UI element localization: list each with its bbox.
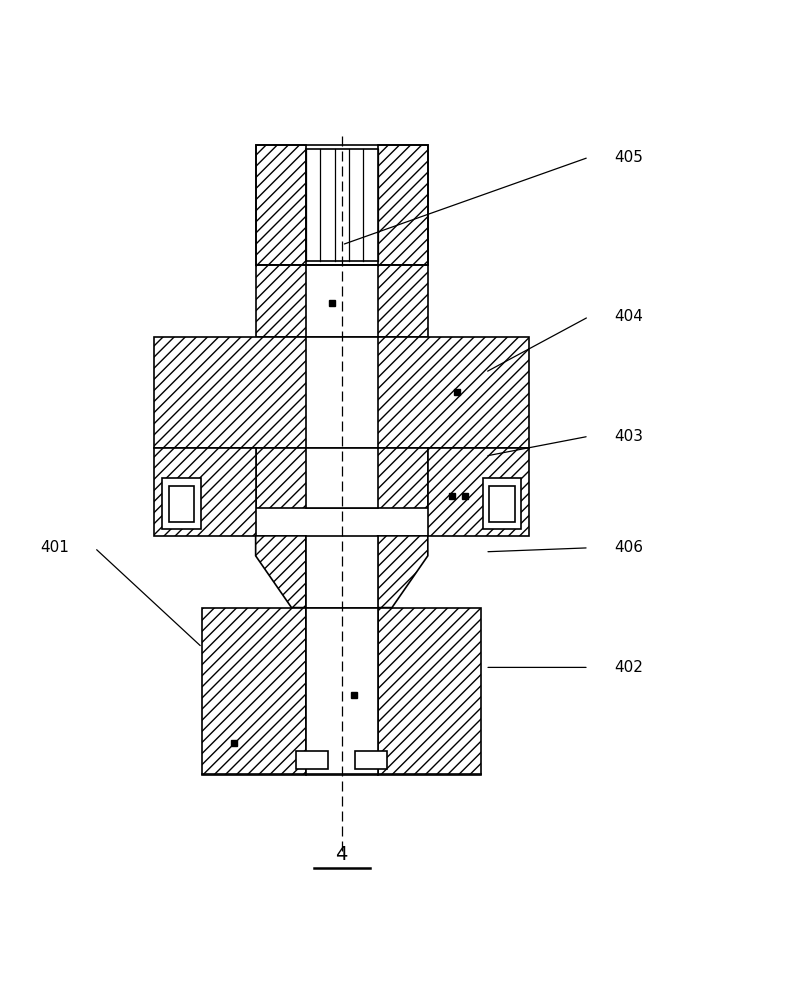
Bar xyxy=(306,337,378,448)
Bar xyxy=(428,448,529,536)
Polygon shape xyxy=(306,608,310,719)
Bar xyxy=(306,149,378,261)
Bar xyxy=(306,536,378,608)
Bar xyxy=(306,149,378,261)
Bar xyxy=(202,608,306,775)
Text: 406: 406 xyxy=(614,540,643,555)
Text: 403: 403 xyxy=(614,429,643,444)
Bar xyxy=(169,486,195,522)
Text: 405: 405 xyxy=(614,150,643,165)
Bar xyxy=(306,448,378,508)
Text: 401: 401 xyxy=(41,540,69,555)
Bar xyxy=(162,478,200,529)
Bar xyxy=(378,608,481,775)
Polygon shape xyxy=(255,536,306,608)
Bar xyxy=(378,145,428,265)
Bar xyxy=(255,145,428,265)
Polygon shape xyxy=(378,536,428,608)
Bar xyxy=(154,337,529,448)
Bar xyxy=(255,265,428,337)
Bar xyxy=(355,751,387,769)
Text: 404: 404 xyxy=(614,309,643,324)
Bar xyxy=(483,478,521,529)
Bar xyxy=(306,265,378,337)
Text: 402: 402 xyxy=(614,660,643,675)
Bar xyxy=(296,751,328,769)
Bar xyxy=(255,145,306,265)
Polygon shape xyxy=(374,608,378,719)
Bar xyxy=(489,486,515,522)
Bar xyxy=(306,608,378,775)
Bar xyxy=(154,448,255,536)
Bar xyxy=(255,448,428,508)
Text: 4: 4 xyxy=(336,845,348,864)
